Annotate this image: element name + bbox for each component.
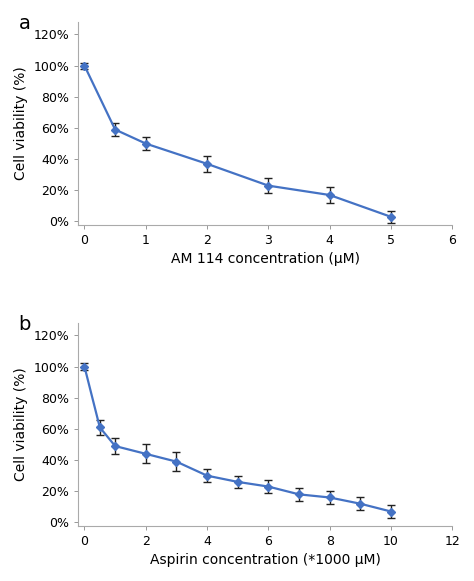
Text: a: a — [18, 14, 30, 33]
Y-axis label: Cell viability (%): Cell viability (%) — [14, 66, 28, 180]
X-axis label: Aspirin concentration (*1000 μM): Aspirin concentration (*1000 μM) — [150, 553, 381, 567]
Y-axis label: Cell viability (%): Cell viability (%) — [14, 367, 28, 481]
Text: b: b — [18, 315, 31, 334]
X-axis label: AM 114 concentration (μM): AM 114 concentration (μM) — [171, 252, 360, 266]
